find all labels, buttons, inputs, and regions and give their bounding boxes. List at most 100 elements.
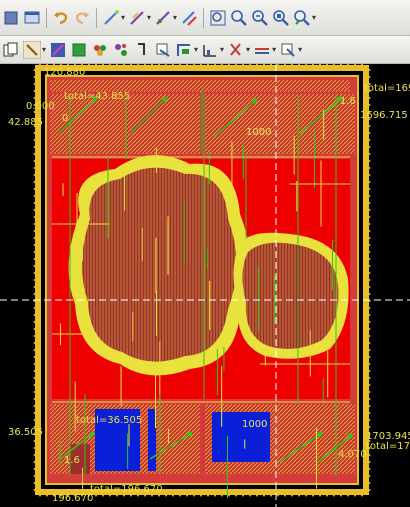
chevron-down-icon[interactable]: ▾	[42, 45, 47, 54]
io-pad	[366, 235, 371, 241]
io-pad	[100, 64, 106, 68]
io-pad	[93, 64, 99, 68]
chevron-down-icon[interactable]: ▾	[312, 13, 317, 22]
io-pad	[149, 64, 155, 68]
zoom-fit-button[interactable]	[209, 9, 227, 27]
placement-icon	[94, 44, 107, 56]
io-pad	[33, 151, 38, 157]
io-pad	[366, 480, 371, 486]
bottom-left-y-coordinate: 36.505	[8, 427, 43, 438]
io-pad	[247, 64, 253, 68]
pin-dot	[337, 96, 343, 102]
scissors-icon	[230, 42, 241, 56]
io-pad	[261, 64, 267, 68]
io-pad	[121, 492, 127, 497]
ruler-button[interactable]	[253, 41, 271, 59]
brush-button[interactable]	[23, 40, 41, 59]
chip-button[interactable]	[2, 9, 20, 27]
io-pad	[33, 165, 38, 171]
io-pad	[366, 368, 371, 374]
io-pad	[289, 64, 295, 68]
measure-button[interactable]	[279, 41, 297, 59]
io-pad	[33, 277, 38, 283]
highlight-button[interactable]	[49, 41, 67, 59]
route-button[interactable]	[128, 9, 146, 27]
bottom-right-total: total=170	[366, 441, 410, 452]
module-icon	[72, 43, 86, 56]
chevron-down-icon[interactable]: ▾	[246, 45, 251, 54]
pin-button[interactable]	[133, 41, 151, 59]
io-pad	[198, 64, 204, 68]
bottom-total-inner: total=36.505	[76, 415, 143, 426]
timing-button[interactable]	[154, 41, 172, 59]
io-pad	[33, 459, 38, 465]
io-pad	[352, 492, 358, 497]
chevron-down-icon[interactable]: ▾	[298, 45, 303, 54]
window-button[interactable]	[23, 9, 41, 27]
io-pad	[33, 186, 38, 192]
chevron-down-icon[interactable]: ▾	[121, 13, 126, 22]
chevron-down-icon[interactable]: ▾	[147, 13, 152, 22]
top-left-y-coordinate: 42.885	[8, 117, 43, 128]
io-pad	[366, 396, 371, 402]
highlight-icon	[51, 42, 66, 57]
chart-button[interactable]	[201, 41, 219, 59]
io-pad	[366, 88, 371, 94]
select-button[interactable]	[175, 41, 193, 59]
placement-button[interactable]	[91, 41, 109, 59]
io-pad	[33, 354, 38, 360]
cell-button[interactable]	[112, 41, 130, 59]
io-pad	[128, 492, 134, 497]
io-pad	[254, 492, 260, 497]
io-pad	[366, 382, 371, 388]
measure-icon	[281, 43, 295, 57]
chevron-down-icon[interactable]: ▾	[173, 13, 178, 22]
chevron-down-icon[interactable]: ▾	[272, 45, 277, 54]
io-pad	[107, 64, 113, 68]
io-pad	[268, 64, 274, 68]
zoom-prev-button[interactable]	[293, 9, 311, 27]
io-pad	[296, 64, 302, 68]
io-pad	[366, 123, 371, 129]
brush-icon	[23, 40, 41, 59]
io-pad	[51, 492, 57, 497]
chevron-down-icon[interactable]: ▾	[194, 45, 199, 54]
io-pad	[366, 207, 371, 213]
io-pad	[205, 492, 211, 497]
zoom-in-button[interactable]	[230, 9, 248, 27]
chevron-down-icon[interactable]: ▾	[220, 45, 225, 54]
wire-button[interactable]	[102, 9, 120, 27]
io-pad	[33, 74, 38, 80]
module-button[interactable]	[70, 41, 88, 59]
select-wire-button[interactable]	[180, 9, 198, 27]
scissors-button[interactable]	[227, 41, 245, 59]
io-pad	[366, 186, 371, 192]
io-pad	[331, 492, 337, 497]
zoom-area-button[interactable]	[272, 9, 290, 27]
io-pad	[191, 492, 197, 497]
density-core	[242, 242, 339, 349]
io-pad	[33, 116, 38, 122]
cut-wire-button[interactable]	[154, 9, 172, 27]
layout-canvas[interactable]	[0, 64, 410, 507]
redo-button[interactable]	[73, 9, 91, 27]
io-pad	[324, 64, 330, 68]
io-pad	[366, 242, 371, 248]
copy-button[interactable]	[2, 41, 20, 59]
zoom-fit-icon	[210, 10, 226, 25]
io-pad	[44, 492, 50, 497]
io-pad	[51, 64, 57, 68]
io-pad	[366, 144, 371, 150]
macro-block	[50, 80, 350, 92]
io-pad	[338, 492, 344, 497]
io-pad	[142, 492, 148, 497]
io-pad	[198, 492, 204, 497]
io-pad	[366, 74, 371, 80]
undo-button[interactable]	[52, 9, 70, 27]
io-pad	[33, 319, 38, 325]
zoom-out-button[interactable]	[251, 9, 269, 27]
io-pad	[366, 256, 371, 262]
undo-icon	[54, 11, 68, 24]
io-pad	[135, 64, 141, 68]
io-pad	[33, 95, 38, 101]
